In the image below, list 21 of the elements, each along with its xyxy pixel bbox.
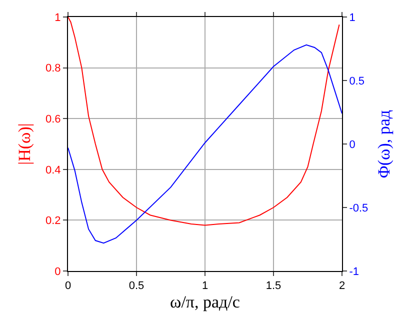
x-tick-label: 2 <box>338 280 346 292</box>
y-tick-label: 0.8 <box>46 62 61 75</box>
y2-tick-label: -1 <box>349 266 359 278</box>
y-axis-title: |H(ω)| <box>15 123 34 165</box>
line-series <box>68 44 342 244</box>
x-tick-label: 0.5 <box>128 280 144 292</box>
x-tick-label: 0 <box>64 280 72 292</box>
y2-axis-title: Φ(ω), рад <box>374 110 394 178</box>
x-tick-label: 1.5 <box>266 280 282 292</box>
y2-tick-label: 0 <box>349 138 356 151</box>
y2-tick-label: 0.5 <box>349 75 364 88</box>
y-tick-label: 0.4 <box>46 164 61 176</box>
y-tick-label: 0 <box>54 266 61 278</box>
y2-tick-label: 1 <box>349 12 356 24</box>
y2-tick-label: -0.5 <box>349 202 368 214</box>
y-tick-label: 1 <box>54 12 61 24</box>
x-axis-title: ω/π, рад/с <box>170 292 240 312</box>
line-series <box>68 17 340 226</box>
y-tick-label: 0.6 <box>46 113 61 126</box>
x-tick-label: 1 <box>202 280 208 292</box>
y-tick-label: 0.2 <box>46 215 61 228</box>
